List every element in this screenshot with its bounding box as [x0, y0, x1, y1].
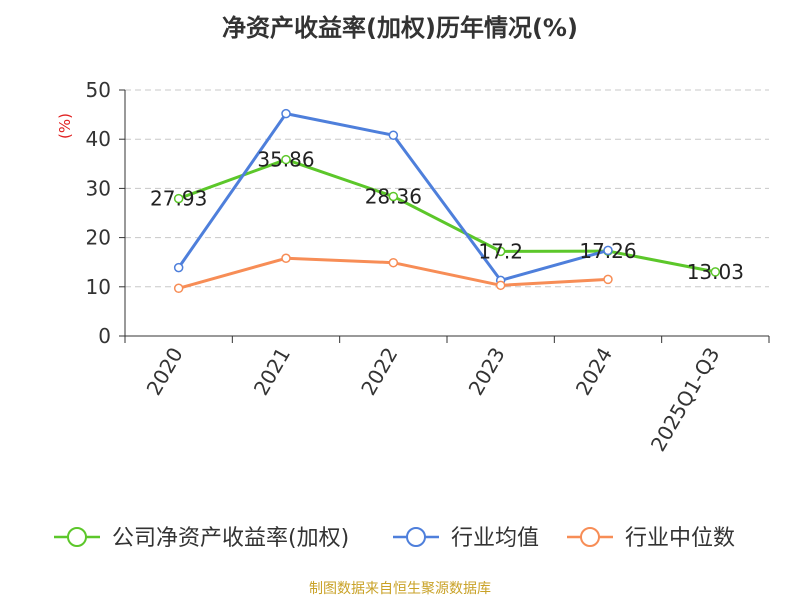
data-point [281, 253, 291, 264]
data-point [281, 108, 291, 119]
data-label: 17.2 [478, 239, 523, 263]
data-point [173, 262, 184, 273]
y-tick-label: 10 [86, 275, 111, 299]
legend-label: 行业均值 [451, 526, 539, 551]
y-tick-label: 40 [86, 127, 111, 151]
legend-label: 行业中位数 [625, 526, 735, 551]
legend-label: 公司净资产收益率(加权) [112, 526, 349, 551]
data-point [388, 130, 399, 141]
series-line [178, 158, 716, 274]
data-label: 27.93 [150, 187, 207, 211]
legend-marker [67, 527, 87, 547]
x-tick-label: 2022 [356, 343, 402, 399]
gridlines [125, 89, 769, 288]
data-point [710, 267, 721, 277]
y-tick-label: 20 [86, 226, 111, 250]
data-label: 17.26 [579, 239, 636, 263]
data-label: 13.03 [687, 260, 744, 284]
x-tick-label: 2024 [571, 343, 617, 399]
data-point [495, 280, 506, 291]
series-lines [173, 108, 721, 294]
data-point [173, 193, 184, 204]
legend-marker [406, 527, 426, 547]
data-point [173, 283, 184, 294]
data-point [603, 274, 613, 285]
x-tick-label: 2020 [142, 343, 188, 399]
source-note: 制图数据来自恒生聚源数据库 [309, 581, 491, 597]
x-tick-label: 2021 [249, 343, 295, 399]
x-tick-label: 2023 [464, 343, 510, 399]
data-labels: 27.93 35.86 28.36 17.2 17.26 13.03 [150, 148, 744, 284]
y-tick-label: 30 [86, 176, 111, 200]
data-point [495, 246, 506, 257]
y-tick-label: 50 [86, 78, 111, 102]
data-point [388, 191, 399, 202]
legend-marker [580, 527, 600, 547]
y-axis-label: (%) [56, 113, 74, 139]
x-tick-label: 2025Q1-Q3 [646, 343, 725, 455]
data-label: 35.86 [257, 148, 314, 172]
data-label: 28.36 [365, 184, 422, 208]
data-point [281, 154, 291, 165]
data-point [603, 245, 613, 256]
legend: 公司净资产收益率(加权) 行业均值 行业中位数 [54, 526, 735, 551]
data-point [388, 257, 399, 268]
y-tick-label: 0 [98, 324, 111, 348]
chart-title: 净资产收益率(加权)历年情况(%) [222, 14, 578, 42]
